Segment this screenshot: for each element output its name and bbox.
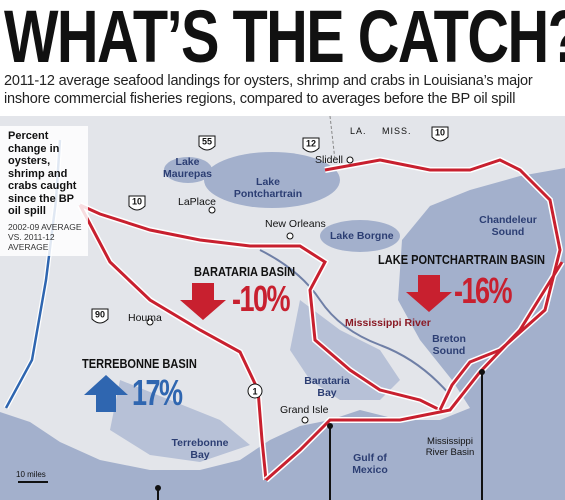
- barataria-boundary: [78, 203, 441, 481]
- shield: [91, 308, 109, 324]
- river: [259, 249, 451, 396]
- pointer-dot: [155, 485, 161, 491]
- water-label: Lake Pontchartrain: [233, 176, 303, 200]
- legend-text: Percent change in oysters, shrimp and cr…: [8, 130, 77, 217]
- state-label: MISS.: [382, 126, 412, 136]
- marsh: [290, 300, 400, 400]
- shield: [128, 195, 146, 211]
- water-label: Lake Maurepas: [162, 156, 213, 180]
- town-label: LaPlace: [178, 196, 216, 208]
- water-label: Lake Borgne: [330, 230, 394, 242]
- title: WHAT’S THE CATCH?: [4, 0, 565, 78]
- basin-name: TERREBONNE BASIN: [82, 356, 197, 371]
- water-label: Gulf of Mexico: [352, 452, 388, 476]
- town-dot: [346, 156, 354, 164]
- shield: [302, 137, 320, 153]
- scale-label: 10 miles: [16, 470, 46, 479]
- shield-number: 55: [202, 136, 212, 146]
- legend-note: 2002-09 AVERAGE VS. 2011-12 AVERAGE: [8, 221, 82, 252]
- basin-change: -16%: [454, 270, 513, 311]
- water-label: Chandeleur Sound: [479, 214, 537, 238]
- town-dot: [301, 416, 309, 424]
- down-arrow: [406, 275, 452, 312]
- town-dot: [286, 232, 294, 240]
- shield: [247, 383, 263, 399]
- lake: [320, 220, 400, 252]
- water-label: Barataria Bay: [304, 375, 350, 399]
- pontchartrain-boundary: [265, 158, 564, 482]
- shield: [198, 135, 216, 151]
- town-label: New Orleans: [265, 218, 326, 230]
- pointer-dot: [327, 423, 333, 429]
- town-dot: [146, 318, 154, 326]
- pointer-dot: [479, 369, 485, 375]
- down-arrow: [180, 283, 226, 320]
- town-label: Houma: [128, 312, 162, 324]
- up-arrow: [84, 375, 128, 412]
- town-label: Grand Isle: [280, 404, 329, 416]
- state-label: LA.: [350, 126, 367, 136]
- state-line: [329, 115, 336, 161]
- shield-number: 90: [95, 309, 105, 319]
- shield-number: 12: [306, 138, 316, 148]
- shield-number: 10: [132, 196, 142, 206]
- shield-number: 10: [435, 127, 445, 137]
- shield: [431, 126, 449, 142]
- water-label: Breton Sound: [432, 333, 466, 357]
- water-label: Mississippi River: [345, 317, 431, 329]
- highway-shields: 55 12 10 10 90 1: [91, 126, 449, 399]
- subtitle: 2011-12 average seafood landings for oys…: [4, 73, 533, 107]
- shield-number: 1: [252, 386, 257, 396]
- town-label: Mississippi River Basin: [425, 436, 475, 458]
- basin-change: 17%: [132, 372, 183, 413]
- lake: [164, 157, 212, 183]
- basin-change: -10%: [232, 278, 291, 319]
- legend: Percent change in oysters, shrimp and cr…: [0, 126, 88, 256]
- basin-name: LAKE PONTCHARTRAIN BASIN: [378, 252, 545, 267]
- basin-name: BARATARIA BASIN: [194, 264, 296, 279]
- town-dot: [208, 206, 216, 214]
- town-label: Slidell: [315, 154, 344, 166]
- marsh: [110, 380, 250, 462]
- lake: [204, 152, 340, 208]
- water-label: Terrebonne Bay: [171, 437, 229, 461]
